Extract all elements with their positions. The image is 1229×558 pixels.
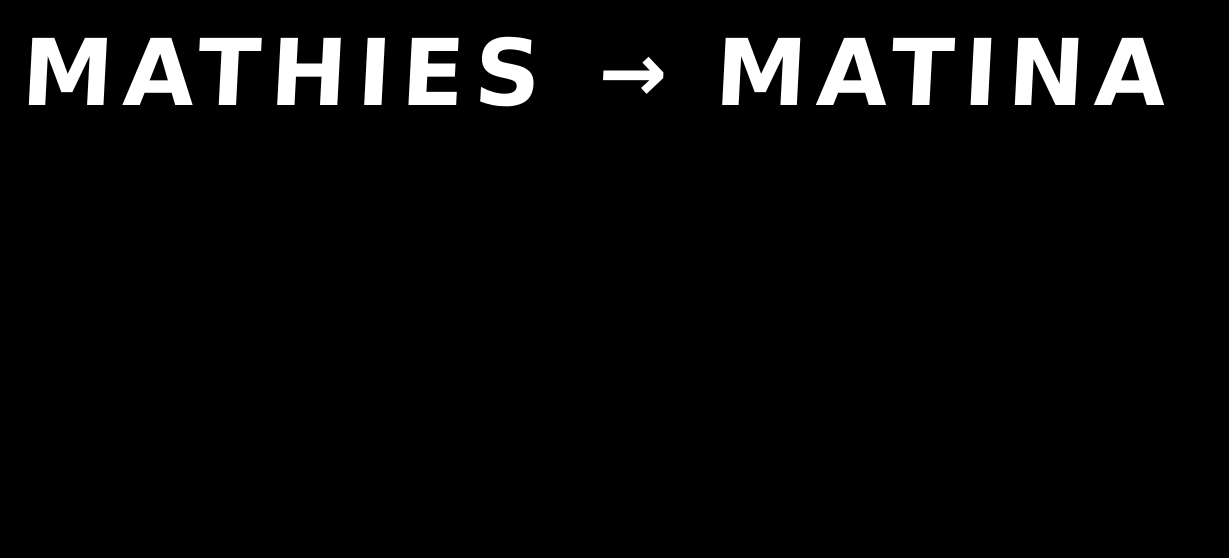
source-word: MATHIES [19, 20, 554, 127]
right-arrow-icon: → [596, 26, 670, 121]
handwritten-line: MATHIES → MATINA [19, 20, 1180, 127]
target-word: MATINA [712, 20, 1180, 127]
